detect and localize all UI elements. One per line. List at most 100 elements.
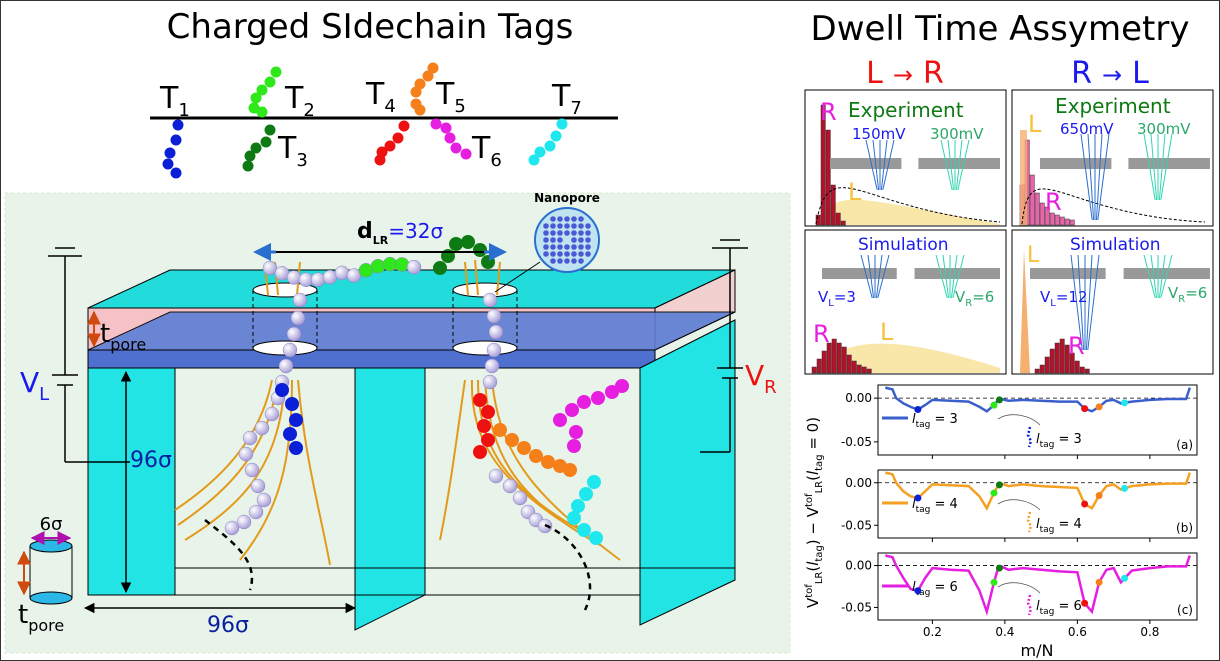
lattice-atom xyxy=(578,237,584,243)
chain-bead xyxy=(482,374,498,390)
chain-bead xyxy=(248,504,264,520)
chain-bead xyxy=(242,430,258,446)
tag-marker xyxy=(1095,403,1103,411)
lattice-atom xyxy=(564,237,570,243)
chain-bead xyxy=(553,413,567,427)
height-label: 96σ xyxy=(130,448,172,473)
tag-marker xyxy=(914,587,922,595)
lattice-atom xyxy=(578,244,584,250)
chain-bead xyxy=(488,324,504,340)
histogram-shapes xyxy=(811,104,1210,374)
tag-bead xyxy=(170,167,182,179)
lattice-atom xyxy=(550,258,556,264)
wall-left xyxy=(87,367,176,596)
membrane-glyph xyxy=(1030,268,1106,279)
hist-bar xyxy=(1059,338,1065,374)
field-arrow xyxy=(952,254,965,299)
field-arrow xyxy=(940,139,953,191)
chain-bead xyxy=(577,523,591,537)
panel-rl-simulation xyxy=(1011,229,1214,375)
tag-bead xyxy=(410,86,422,98)
hist-bar xyxy=(1059,216,1065,226)
chain-bead xyxy=(370,258,386,274)
chain-bead xyxy=(589,531,603,545)
nanopore-label: Nanopore xyxy=(534,191,600,205)
chain-bead xyxy=(473,445,487,459)
cylinder-icon xyxy=(17,531,73,605)
chain-bead xyxy=(563,463,577,477)
chain-bead xyxy=(577,395,591,409)
rl-exp-title: Experiment xyxy=(1055,94,1171,118)
tag-bead xyxy=(256,84,268,96)
battery-left xyxy=(48,247,130,463)
chain-bead xyxy=(567,439,581,453)
tpore-label: tpore xyxy=(100,319,146,354)
chain-bead xyxy=(290,310,306,326)
y-tick-label: 0.00 xyxy=(845,476,872,490)
tag-squiggle xyxy=(1026,511,1033,533)
chain-bead xyxy=(238,446,254,462)
chain-bead xyxy=(484,358,500,374)
hist-curve xyxy=(1020,250,1030,373)
lattice-atom xyxy=(550,237,556,243)
nanopore-inset: Nanopore xyxy=(494,191,600,293)
tags-panel: T1 T2 T3 T4 T5 T6 T7 xyxy=(150,62,618,179)
membrane-glyph xyxy=(1128,158,1210,169)
lattice-atom xyxy=(564,244,570,250)
schematic: dLR=32σ Nanopore tpore VL VR 96σ xyxy=(4,191,791,654)
subplot-id: (c) xyxy=(1177,603,1193,617)
hist-bar xyxy=(1054,214,1060,226)
rl-sim-small-label: R xyxy=(1068,332,1085,360)
right-title: Dwell Time Assymetry xyxy=(811,9,1190,49)
lattice-atom xyxy=(585,244,591,250)
lattice-atom xyxy=(550,230,556,236)
svg-text:T4: T4 xyxy=(365,77,396,117)
hist-bar xyxy=(830,184,836,226)
chain-bead xyxy=(482,292,498,308)
chain-bead xyxy=(591,391,605,405)
hist-bar xyxy=(1049,212,1055,226)
wall-middle xyxy=(354,367,426,631)
subplot-frame xyxy=(877,552,1198,621)
tag-marker xyxy=(990,489,998,497)
svg-text:T7: T7 xyxy=(551,79,582,119)
x-tick-label: 0.8 xyxy=(1140,625,1159,639)
subplot-id: (b) xyxy=(1176,521,1193,535)
chain-tail-right xyxy=(544,523,592,611)
chain-bead xyxy=(565,403,579,417)
lattice-atom xyxy=(550,216,556,222)
field-arrow xyxy=(947,139,955,191)
lattice-atom xyxy=(571,216,577,222)
tag-bead xyxy=(260,136,272,148)
hist-bar xyxy=(1069,352,1075,374)
y-tick-label: 0.00 xyxy=(845,559,872,573)
chain-bead xyxy=(289,441,303,455)
lattice-atom xyxy=(543,244,549,250)
histogram-panels: R Experiment 150mV 300mV L L Experiment … xyxy=(804,89,1214,375)
lr-exp-small-label: L xyxy=(848,178,862,206)
lattice-atom xyxy=(571,223,577,229)
lattice-atom xyxy=(585,237,591,243)
lattice-atom xyxy=(543,230,549,236)
lr-exp-v2: 300mV xyxy=(930,125,984,143)
field-arrow xyxy=(1160,254,1173,299)
tag-marker xyxy=(1121,574,1128,582)
tag-label-t4: T4 xyxy=(365,77,396,117)
lr-heading: L → R xyxy=(866,56,944,91)
lattice-atom xyxy=(571,230,577,236)
chain-bead xyxy=(250,478,266,494)
lattice-atom xyxy=(550,244,556,250)
lattice-atom xyxy=(557,216,563,222)
tag-bead xyxy=(384,140,396,152)
rl-exp-small-label: R xyxy=(1045,188,1062,216)
chain-bead xyxy=(275,383,289,397)
chain-bead xyxy=(579,487,593,501)
lattice-atom xyxy=(564,258,570,264)
chain-bead xyxy=(283,427,297,441)
battery-right xyxy=(700,239,748,453)
tag-bead xyxy=(250,142,262,154)
hist-bar xyxy=(861,366,867,374)
chain-bead xyxy=(486,342,502,358)
tag-bead xyxy=(398,120,410,132)
dlr-label: dLR=32σ xyxy=(357,219,443,247)
